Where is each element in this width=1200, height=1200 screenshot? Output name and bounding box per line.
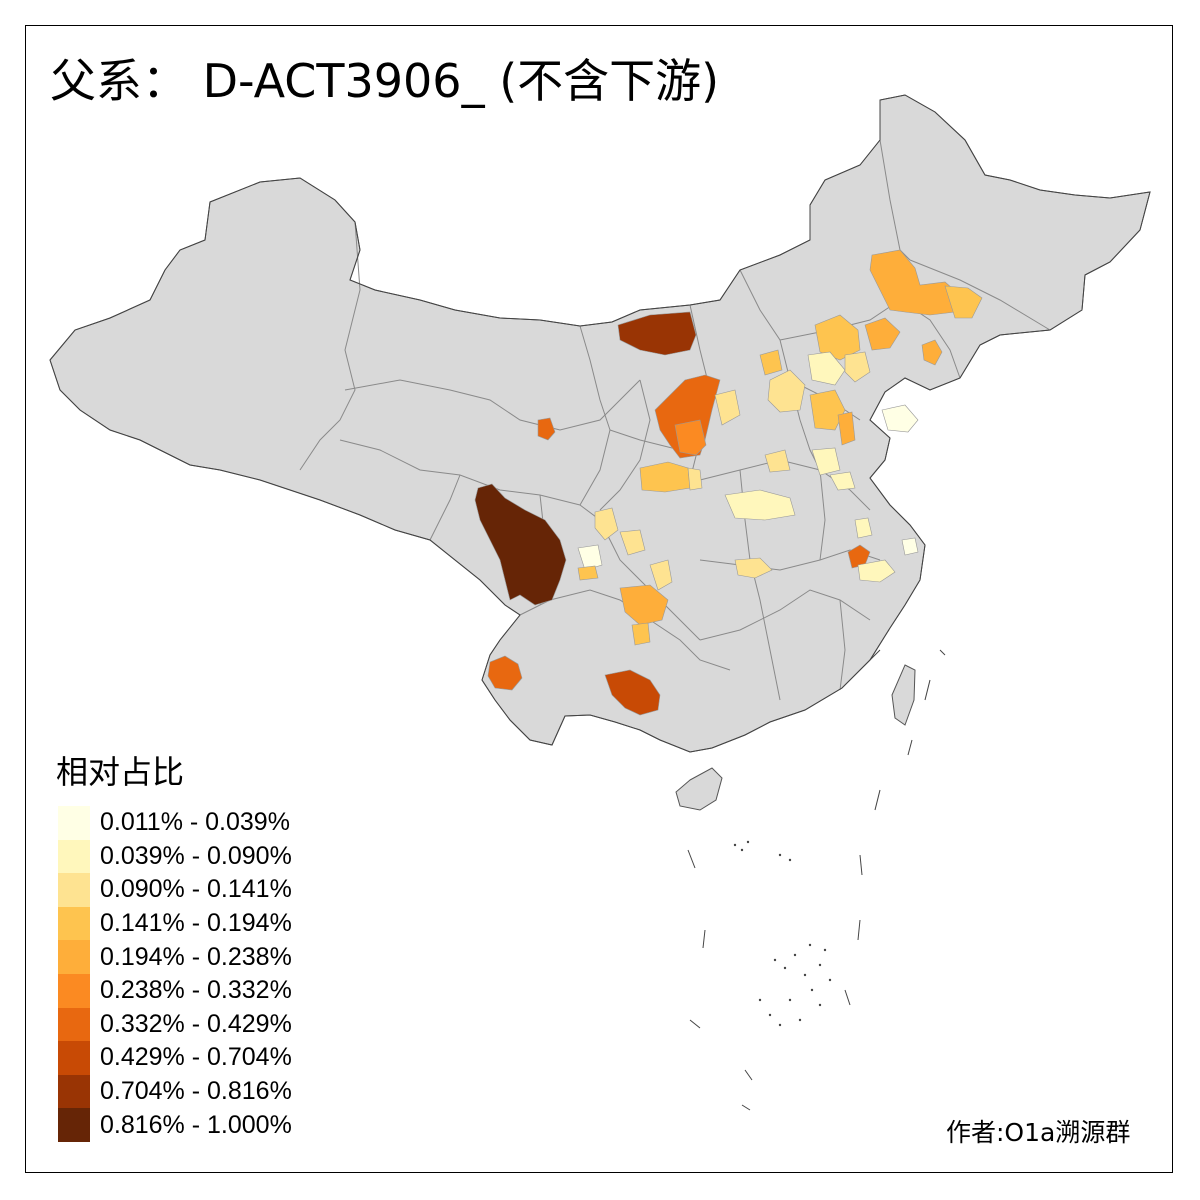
legend-item: 0.039% - 0.090% xyxy=(58,839,292,874)
region-jiangsu-a xyxy=(854,517,873,539)
hainan-island xyxy=(675,767,723,811)
legend-item: 0.238% - 0.332% xyxy=(58,973,292,1008)
region-guizhou-a xyxy=(649,559,673,591)
region-shanxi-a xyxy=(767,369,806,413)
region-hebei-north xyxy=(864,317,901,351)
legend-swatch xyxy=(58,906,90,941)
region-shanxi-c xyxy=(714,389,741,426)
legend-swatch xyxy=(58,839,90,874)
region-inner-mongolia-west xyxy=(617,311,697,356)
legend-item: 0.816% - 1.000% xyxy=(58,1108,292,1142)
legend-label: 0.141% - 0.194% xyxy=(100,909,292,938)
author-credit: 作者:O1a溯源群 xyxy=(946,1118,1131,1147)
legend-label: 0.429% - 0.704% xyxy=(100,1043,292,1072)
legend-label: 0.238% - 0.332% xyxy=(100,976,292,1005)
region-guizhou-b xyxy=(619,584,669,626)
region-jiangsu-b xyxy=(857,559,896,583)
legend-title: 相对占比 xyxy=(56,753,185,791)
region-west-sichuan xyxy=(474,483,567,606)
legend-label: 0.704% - 0.816% xyxy=(100,1077,292,1106)
map-title: 父系： D-ACT3906_ (不含下游) xyxy=(50,54,720,108)
region-guizhou-c xyxy=(631,622,651,646)
legend-swatch xyxy=(58,806,90,840)
region-hebei-e xyxy=(837,411,856,446)
prefecture-fills xyxy=(474,249,983,716)
china-outline xyxy=(49,94,1151,753)
region-hebei-a xyxy=(814,314,861,361)
region-henan-c xyxy=(829,471,856,491)
legend-swatch xyxy=(58,1108,90,1142)
legend-item: 0.429% - 0.704% xyxy=(58,1041,292,1075)
legend-swatch xyxy=(58,1007,90,1042)
legend-item: 0.141% - 0.194% xyxy=(58,906,292,941)
legend-item: 0.332% - 0.429% xyxy=(58,1007,292,1042)
legend-label: 0.011% - 0.039% xyxy=(100,808,290,837)
legend-swatch xyxy=(58,873,90,907)
legend-item: 0.704% - 0.816% xyxy=(58,1074,292,1109)
legend-swatch xyxy=(58,1074,90,1109)
region-gansu-a xyxy=(639,461,691,493)
legend-label: 0.090% - 0.141% xyxy=(100,875,292,904)
legend-swatch xyxy=(58,973,90,1008)
region-hebei-b xyxy=(807,351,846,386)
island-dots xyxy=(733,840,832,1027)
south-china-sea-islands xyxy=(687,649,946,1111)
china-mainland xyxy=(49,94,1151,753)
legend-item: 0.090% - 0.141% xyxy=(58,873,292,907)
region-northeast-b xyxy=(944,285,983,319)
legend-swatch xyxy=(58,1041,90,1075)
legend-swatch xyxy=(58,940,90,974)
legend-item: 0.194% - 0.238% xyxy=(58,940,292,974)
region-sichuan-d xyxy=(577,565,599,581)
legend-label: 0.332% - 0.429% xyxy=(100,1009,292,1038)
region-henan-a xyxy=(764,449,791,473)
region-shanxi-b xyxy=(759,349,783,376)
map-frame xyxy=(25,25,1173,1173)
region-sichuan-c xyxy=(577,544,603,571)
region-sichuan-b xyxy=(619,529,646,556)
legend-label: 0.039% - 0.090% xyxy=(100,841,292,870)
taiwan-island xyxy=(891,664,916,726)
legend-item: 0.011% - 0.039% xyxy=(58,806,292,840)
region-anhui-orange xyxy=(847,544,871,569)
region-yunnan-west xyxy=(487,655,523,691)
region-shanghai xyxy=(901,537,919,556)
region-guangxi-west xyxy=(604,669,661,716)
region-henan-b xyxy=(811,447,841,476)
region-henan-d xyxy=(724,489,796,521)
region-chongqing-a xyxy=(734,557,773,579)
region-shandong-a xyxy=(881,404,919,433)
region-sichuan-a xyxy=(594,507,619,541)
region-gansu-b xyxy=(687,467,703,491)
region-liaoning-south xyxy=(921,339,943,366)
legend-label: 0.816% - 1.000% xyxy=(100,1110,292,1139)
region-qinghai-small xyxy=(537,417,556,441)
legend-label: 0.194% - 0.238% xyxy=(100,942,292,971)
region-shaanxi-lighter xyxy=(674,419,707,456)
region-hebei-c xyxy=(844,351,871,383)
legend: 0.011% - 0.039% 0.039% - 0.090% 0.090% -… xyxy=(58,806,292,1142)
